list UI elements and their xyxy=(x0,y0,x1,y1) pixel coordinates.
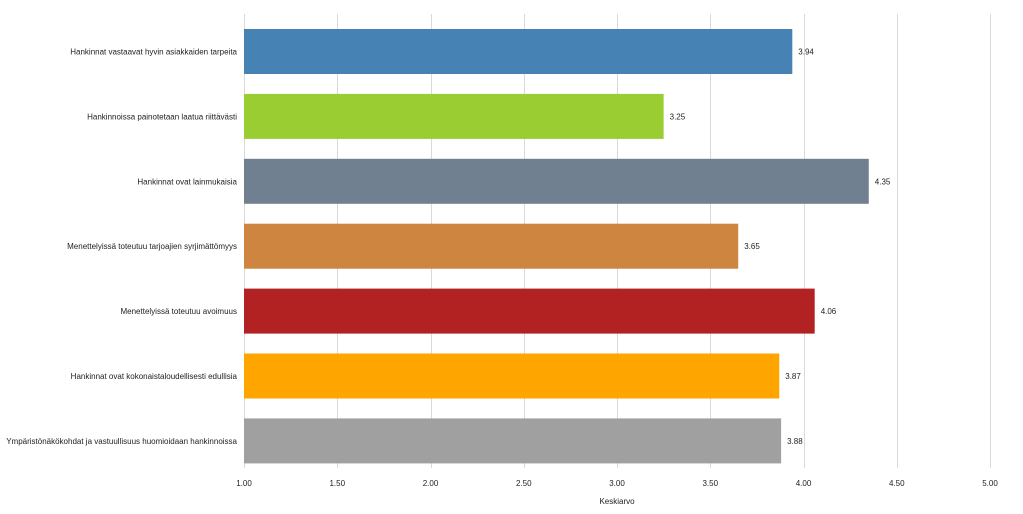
value-label: 4.06 xyxy=(821,307,837,316)
bar xyxy=(244,223,739,269)
category-label: Hankinnat vastaavat hyvin asiakkaiden ta… xyxy=(70,48,237,57)
value-label: 3.25 xyxy=(670,112,686,121)
value-label: 4.35 xyxy=(875,177,891,186)
category-labels: Hankinnat vastaavat hyvin asiakkaiden ta… xyxy=(6,48,237,446)
x-tick-label: 3.00 xyxy=(609,479,625,488)
bar xyxy=(244,93,664,139)
x-tick-label: 2.50 xyxy=(516,479,532,488)
value-label: 3.88 xyxy=(787,437,803,446)
value-label: 3.94 xyxy=(798,48,814,57)
category-label: Hankinnat ovat lainmukaisia xyxy=(137,177,237,186)
bar xyxy=(244,353,780,399)
value-label: 3.65 xyxy=(744,242,760,251)
x-tick-label: 4.50 xyxy=(889,479,905,488)
bars xyxy=(244,29,869,464)
value-label: 3.87 xyxy=(785,372,801,381)
value-labels: 3.94 3.25 4.35 3.65 4.06 3.87 3.88 xyxy=(670,48,891,446)
x-tick-label: 4.00 xyxy=(796,479,812,488)
x-tick-labels: 1.00 1.50 2.00 2.50 3.00 3.50 4.00 4.50 5.00 xyxy=(236,479,998,488)
bar xyxy=(244,418,782,464)
category-label: Ympäristönäkökohdat ja vastuullisuus huo… xyxy=(6,437,237,446)
category-label: Hankinnoissa painotetaan laatua riittävä… xyxy=(87,112,237,121)
x-tick-label: 5.00 xyxy=(982,479,998,488)
x-tick-label: 1.00 xyxy=(236,479,252,488)
x-axis-title: Keskiarvo xyxy=(599,497,635,506)
category-label: Hankinnat ovat kokonaistaloudellisesti e… xyxy=(71,372,238,381)
bar xyxy=(244,29,793,74)
category-label: Menettelyissä toteutuu avoimuus xyxy=(120,307,237,316)
x-tick-label: 3.50 xyxy=(702,479,718,488)
category-label: Menettelyissä toteutuu tarjoajien syrjim… xyxy=(67,242,237,251)
bar xyxy=(244,288,815,334)
x-tick-label: 2.00 xyxy=(423,479,439,488)
bar xyxy=(244,158,869,204)
x-tick-label: 1.50 xyxy=(329,479,345,488)
